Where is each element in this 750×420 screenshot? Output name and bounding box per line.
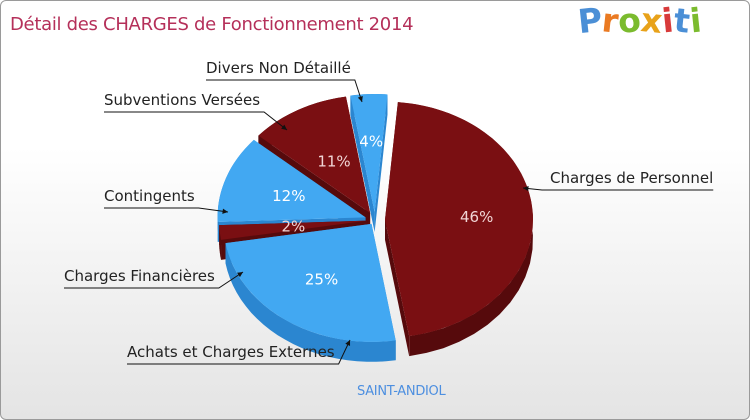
slice-percent-label: 2% [282, 218, 306, 236]
slice-category-label: Divers Non Détaillé [206, 59, 351, 77]
leader-arrow [357, 96, 363, 102]
slice-category-label: Achats et Charges Externes [127, 343, 335, 361]
leader-arrow [281, 124, 287, 130]
slice-side [350, 95, 375, 233]
pie-slice[interactable] [217, 139, 366, 222]
pie-slice[interactable] [350, 94, 388, 213]
leader-arrow [237, 272, 243, 278]
slice-category-label: Contingents [104, 187, 195, 205]
slice-percent-label: 4% [359, 132, 383, 150]
slice-category-label: Charges de Personnel [550, 169, 713, 187]
leader-arrow [345, 340, 351, 346]
slice-side [384, 219, 410, 357]
pie-slice[interactable] [219, 220, 368, 240]
leader-arrow [222, 208, 228, 214]
leader-line [104, 207, 229, 213]
pie-slice[interactable] [258, 96, 371, 214]
slice-side [374, 94, 388, 233]
slice-percent-label: 46% [460, 208, 493, 226]
slice-category-label: Charges Financières [64, 267, 215, 285]
leader-line [206, 79, 363, 103]
leader-line [127, 339, 351, 365]
slice-percent-label: 12% [272, 187, 305, 205]
pie-slice[interactable] [225, 223, 396, 342]
leader-arrow [523, 185, 529, 192]
city-label: SAINT-ANDIOL [357, 384, 446, 399]
slice-category-label: Subventions Versées [104, 91, 260, 109]
slice-wall [225, 243, 396, 362]
slice-percent-label: 11% [317, 153, 350, 171]
leader-line [104, 111, 288, 131]
slice-percent-label: 25% [305, 271, 338, 289]
chart-title: Détail des CHARGES de Fonctionnement 201… [10, 14, 414, 35]
leader-line [522, 187, 714, 191]
leader-line [64, 271, 244, 289]
pie-slice[interactable] [384, 102, 533, 337]
slice-wall [219, 225, 221, 260]
